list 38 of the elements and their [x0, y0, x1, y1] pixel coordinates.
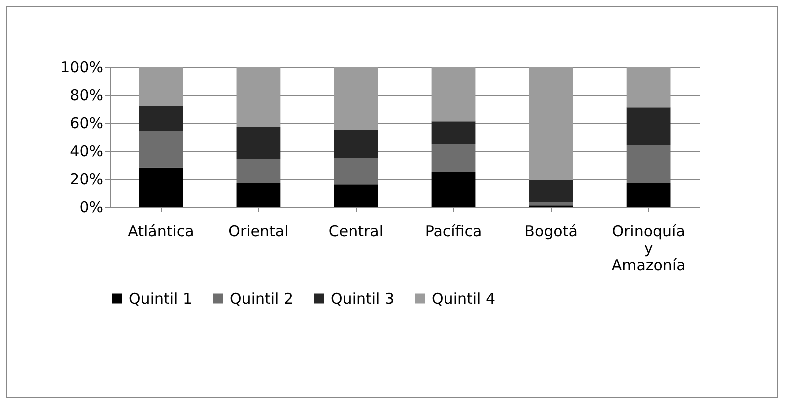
bar — [334, 184, 378, 207]
x-tick-label: Bogotá — [524, 222, 578, 240]
bar — [139, 106, 184, 132]
x-tick-label: Oriental — [228, 222, 289, 240]
bar — [432, 172, 476, 207]
bar — [529, 67, 574, 180]
bar — [626, 183, 671, 207]
bar — [139, 168, 184, 207]
legend-label: Quintil 1 — [129, 290, 193, 308]
x-tick-label: Orinoquía y Amazonía — [612, 222, 686, 274]
bar — [334, 158, 378, 185]
bar — [432, 122, 476, 144]
y-tick-label: 0% — [80, 198, 104, 216]
y-tick-label: 40% — [70, 142, 104, 160]
bar — [626, 67, 671, 108]
legend-label: Quintil 3 — [331, 290, 395, 308]
legend-label: Quintil 4 — [432, 290, 496, 308]
bar — [626, 145, 671, 184]
bar — [236, 159, 281, 184]
bar — [236, 183, 281, 207]
bar — [529, 180, 574, 203]
y-tick-label: 80% — [70, 86, 104, 104]
bar — [236, 127, 281, 160]
bar — [432, 144, 476, 172]
bar — [334, 130, 378, 158]
bar — [432, 67, 476, 122]
y-tick-label: 100% — [60, 58, 104, 76]
bar — [139, 131, 184, 168]
bar — [626, 108, 671, 146]
legend-label: Quintil 2 — [230, 290, 294, 308]
y-tick-label: 20% — [70, 170, 104, 188]
x-tick-label: Pacífica — [425, 222, 482, 240]
x-tick-label: Central — [328, 222, 384, 240]
bar — [236, 67, 281, 128]
y-tick-label: 60% — [70, 114, 104, 132]
bar — [334, 67, 378, 130]
x-tick-label: Atlántica — [128, 222, 194, 240]
bar — [139, 67, 184, 106]
